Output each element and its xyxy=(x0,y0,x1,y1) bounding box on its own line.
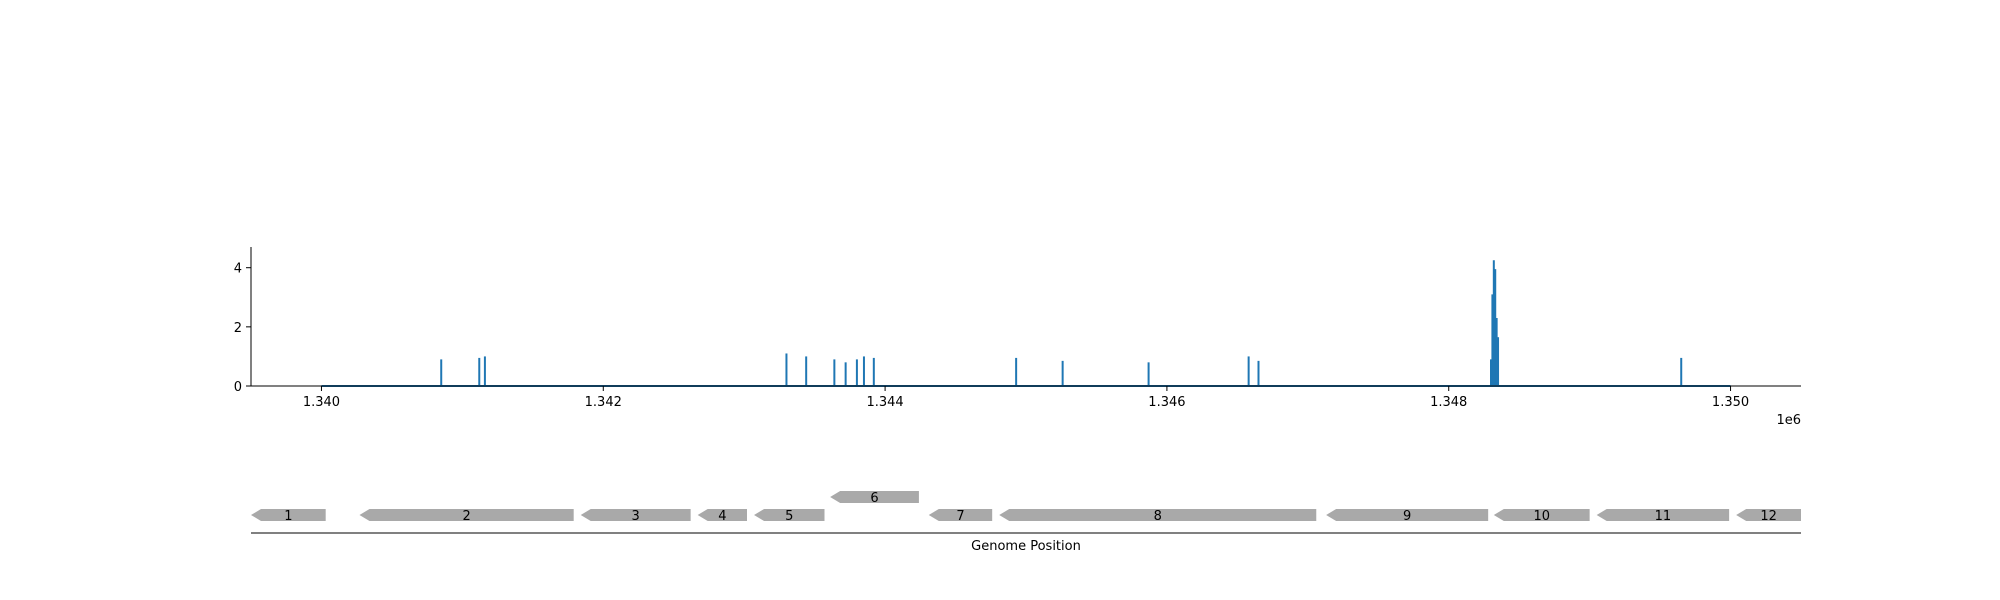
coverage-series xyxy=(321,260,1731,387)
gene-label-5: 5 xyxy=(785,509,793,524)
gene-label-9: 9 xyxy=(1403,509,1411,524)
gene-arrow-2 xyxy=(359,509,574,521)
x-tick-label: 1.346 xyxy=(1148,395,1185,410)
gene-label-11: 11 xyxy=(1655,509,1672,524)
gene-label-2: 2 xyxy=(462,509,470,524)
gene-arrow-6 xyxy=(830,491,919,503)
x-tick-label: 1.340 xyxy=(303,395,340,410)
coverage-plot: 1.340 1.342 1.344 1.346 1.348 1.350 0 2 4 1e6 xyxy=(234,247,1801,428)
gene-arrow-5 xyxy=(754,509,825,521)
gene-label-10: 10 xyxy=(1533,509,1550,524)
gene-arrow-7 xyxy=(928,509,993,521)
gene-label-3: 3 xyxy=(632,509,640,524)
gene-label-12: 12 xyxy=(1760,509,1777,524)
gene-arrow-4 xyxy=(697,509,747,521)
gene-track-xlabel: Genome Position xyxy=(971,539,1081,554)
gene-label-8: 8 xyxy=(1154,509,1162,524)
gene-label-7: 7 xyxy=(956,509,964,524)
gene-label-6: 6 xyxy=(870,491,878,506)
gene-features: 1 2 3 4 567 8 9 10 11 12 xyxy=(251,491,1801,524)
y-tick-label: 0 xyxy=(234,380,242,395)
x-ticks: 1.340 1.342 1.344 1.346 1.348 1.350 xyxy=(303,386,1749,410)
x-tick-label: 1.348 xyxy=(1430,395,1467,410)
gene-arrow-8 xyxy=(999,509,1317,521)
x-tick-label: 1.344 xyxy=(866,395,903,410)
x-axis-offset-label: 1e6 xyxy=(1776,413,1801,428)
gene-arrow-3 xyxy=(580,509,691,521)
gene-arrow-12 xyxy=(1736,509,1801,521)
gene-arrow-11 xyxy=(1596,509,1730,521)
gene-arrow-10 xyxy=(1493,509,1590,521)
gene-label-4: 4 xyxy=(718,509,726,524)
gene-arrow-9 xyxy=(1326,509,1489,521)
x-tick-label: 1.350 xyxy=(1712,395,1749,410)
y-ticks: 0 2 4 xyxy=(234,262,251,395)
gene-track: 1 2 3 4 567 8 9 10 11 12 Genome Position xyxy=(251,491,1801,554)
x-tick-label: 1.342 xyxy=(585,395,622,410)
y-tick-label: 2 xyxy=(234,321,242,336)
gene-arrow-1 xyxy=(251,509,326,521)
y-tick-label: 4 xyxy=(234,262,242,277)
gene-label-1: 1 xyxy=(284,509,292,524)
